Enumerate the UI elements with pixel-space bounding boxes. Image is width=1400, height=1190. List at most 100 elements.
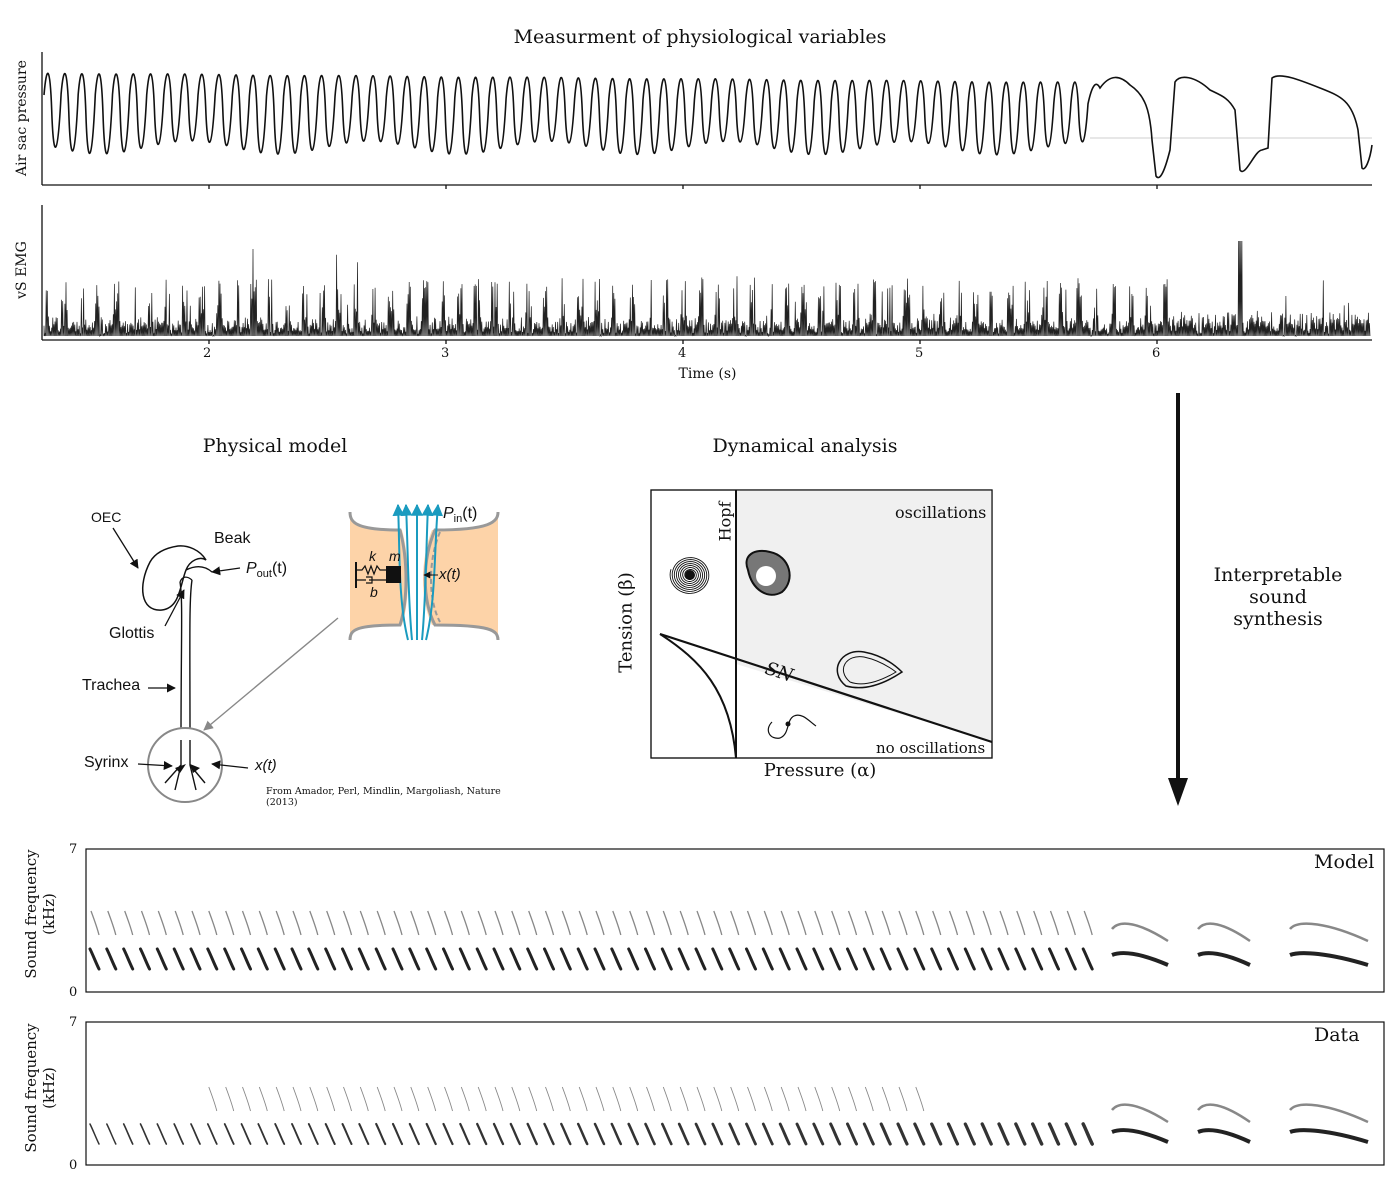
syllable-harmonic bbox=[292, 1086, 302, 1112]
syllable-harmonic bbox=[1083, 910, 1093, 936]
syllable-harmonic bbox=[343, 1086, 352, 1112]
syllable-harmonic bbox=[208, 1086, 218, 1112]
syllable-fundamental bbox=[896, 947, 909, 971]
syllable-fundamental bbox=[627, 947, 640, 971]
syllable-harmonic bbox=[376, 910, 386, 936]
oec-cavity bbox=[142, 545, 207, 611]
syllable-fundamental bbox=[223, 947, 236, 971]
physical-model-title: Physical model bbox=[202, 435, 348, 457]
syllable-harmonic bbox=[326, 1086, 336, 1112]
emg-trace bbox=[43, 240, 1371, 338]
syllable-fundamental bbox=[442, 947, 454, 971]
long-syllable-fundamental bbox=[1289, 951, 1369, 967]
tick-label-2: 2 bbox=[203, 346, 212, 361]
syllable-harmonic bbox=[797, 1086, 807, 1112]
syllable-fundamental bbox=[559, 947, 572, 971]
long-syllable-harmonic bbox=[1197, 1103, 1251, 1124]
long-syllable-fundamental bbox=[1111, 1128, 1169, 1144]
data-ymax: 7 bbox=[69, 1015, 78, 1030]
homoclinic-orbit bbox=[836, 650, 904, 689]
syllable-harmonic bbox=[443, 910, 454, 936]
syllable-fundamental bbox=[408, 947, 421, 971]
synthesis-arrow-svg bbox=[1168, 393, 1188, 806]
syllable-fundamental bbox=[745, 1122, 757, 1146]
long-syllable-harmonic bbox=[1197, 922, 1251, 943]
label-m: m bbox=[389, 548, 401, 564]
beak-shape bbox=[185, 566, 213, 573]
syllable-fundamental bbox=[761, 947, 774, 971]
syllable-fundamental bbox=[661, 1122, 673, 1146]
syllable-harmonic bbox=[797, 910, 807, 936]
syllable-harmonic bbox=[225, 1086, 235, 1112]
syllable-harmonic bbox=[140, 910, 151, 936]
syllable-harmonic bbox=[511, 1086, 521, 1112]
label-oec: OEC bbox=[91, 509, 122, 525]
sn-line bbox=[659, 632, 993, 744]
syllable-fundamental bbox=[89, 1123, 100, 1145]
syllable-harmonic bbox=[932, 910, 942, 936]
syllable-fundamental bbox=[391, 1122, 404, 1146]
stable-focus-spiral bbox=[669, 557, 710, 594]
cusp-curve bbox=[659, 633, 737, 759]
tick-label-4: 4 bbox=[678, 346, 687, 361]
syllable-fundamental bbox=[190, 1123, 201, 1145]
syllable-harmonic bbox=[713, 1086, 723, 1112]
pressure-ticks bbox=[208, 185, 1158, 189]
syllable-harmonic bbox=[746, 910, 757, 936]
syllable-fundamental bbox=[997, 947, 1010, 971]
model-spectrogram-marks bbox=[88, 910, 1369, 971]
syllable-harmonic bbox=[679, 1086, 689, 1112]
syllable-fundamental bbox=[963, 947, 976, 971]
syllable-fundamental bbox=[476, 1122, 488, 1146]
syllable-fundamental bbox=[660, 947, 673, 971]
syllable-fundamental bbox=[526, 947, 539, 971]
syllable-harmonic bbox=[730, 910, 740, 936]
syllable-fundamental bbox=[189, 947, 202, 971]
syllable-fundamental bbox=[172, 947, 185, 971]
syllable-fundamental bbox=[509, 947, 522, 971]
syllable-harmonic bbox=[713, 910, 723, 936]
syllable-harmonic bbox=[393, 1086, 403, 1112]
syllable-fundamental bbox=[560, 1122, 572, 1146]
syllable-harmonic bbox=[191, 910, 201, 936]
syllable-fundamental bbox=[291, 1123, 302, 1145]
data-spectrogram-marks bbox=[89, 1086, 1369, 1146]
syllable-fundamental bbox=[829, 1122, 842, 1146]
syllable-harmonic bbox=[1066, 910, 1076, 936]
syllable-harmonic bbox=[662, 910, 672, 936]
long-syllable-fundamental bbox=[1197, 951, 1251, 967]
model-ylabel: Sound frequency (kHz) bbox=[22, 849, 58, 979]
syllable-fundamental bbox=[913, 947, 926, 971]
data-spectrogram-frame bbox=[85, 1021, 1385, 1166]
label-glottis: Glottis bbox=[109, 625, 155, 642]
syllable-harmonic bbox=[730, 1086, 740, 1112]
syllable-harmonic bbox=[965, 910, 975, 936]
syllable-fundamental bbox=[745, 947, 757, 971]
syllable-harmonic bbox=[1016, 910, 1026, 936]
syllable-harmonic bbox=[864, 910, 874, 936]
syllable-harmonic bbox=[275, 1086, 285, 1112]
dynamical-analysis-title: Dynamical analysis bbox=[712, 435, 898, 457]
syllable-fundamental bbox=[509, 1122, 521, 1146]
figure-credit: From Amador, Perl, Mindlin, Margoliash, … bbox=[266, 786, 501, 808]
syllable-harmonic bbox=[645, 910, 656, 936]
syllable-harmonic bbox=[881, 1086, 891, 1112]
syllable-harmonic bbox=[595, 910, 605, 936]
syllable-harmonic bbox=[410, 910, 420, 936]
syllable-fundamental bbox=[677, 947, 690, 971]
label-xt: x(t) bbox=[255, 757, 277, 774]
syllable-harmonic bbox=[107, 910, 117, 936]
syllable-harmonic bbox=[460, 910, 470, 936]
top-panel-title: Measurment of physiological variables bbox=[513, 26, 887, 48]
label-pout: Pout(t) bbox=[246, 560, 288, 581]
syllable-fundamental bbox=[930, 947, 943, 971]
syllable-fundamental bbox=[610, 1122, 623, 1146]
long-syllable-harmonic bbox=[1111, 922, 1169, 943]
syllable-harmonic bbox=[898, 910, 908, 936]
syllable-fundamental bbox=[980, 1122, 993, 1146]
syllable-fundamental bbox=[358, 1123, 370, 1145]
syllable-fundamental bbox=[307, 1123, 319, 1145]
syllable-fundamental bbox=[1031, 947, 1044, 971]
syllable-harmonic bbox=[561, 1086, 571, 1112]
syllable-fundamental bbox=[122, 947, 135, 971]
